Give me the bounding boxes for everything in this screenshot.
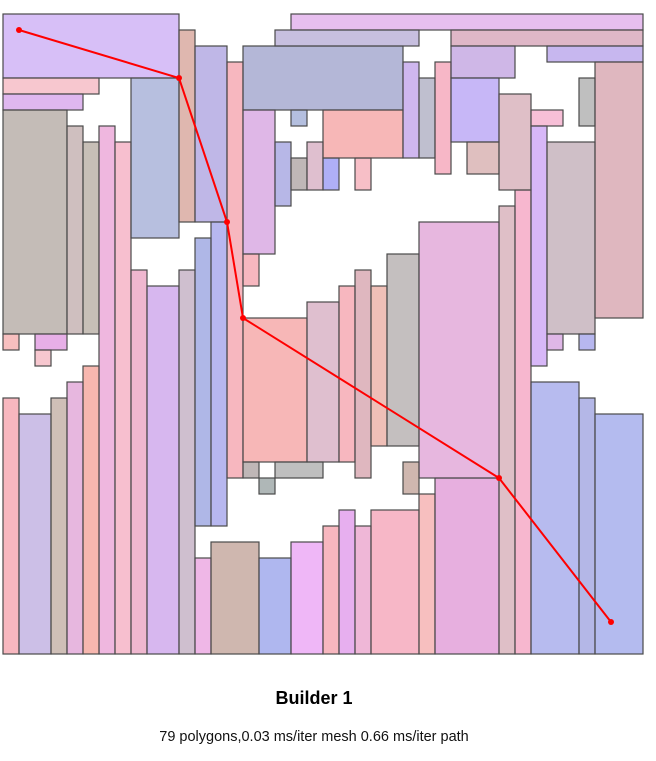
mesh-polygon	[546, 141, 596, 335]
path-start-point	[16, 27, 22, 33]
mesh-polygon	[2, 13, 180, 79]
mesh-polygon	[258, 477, 276, 495]
mesh-polygon	[354, 269, 372, 479]
mesh-polygon	[418, 221, 500, 479]
mesh-polygon	[210, 221, 228, 527]
mesh-polygon	[530, 109, 564, 127]
mesh-polygon	[274, 29, 420, 47]
mesh-polygon	[594, 413, 644, 655]
mesh-polygon	[178, 29, 196, 223]
mesh-polygon	[322, 109, 404, 159]
mesh-polygon	[242, 317, 308, 463]
path-waypoint	[176, 75, 182, 81]
mesh-polygon	[306, 141, 324, 191]
mesh-polygon	[82, 141, 100, 335]
mesh-polygon	[578, 333, 596, 351]
mesh-polygon	[290, 109, 308, 127]
mesh-polygon	[242, 253, 260, 287]
mesh-polygon	[18, 413, 52, 655]
mesh-polygon	[2, 109, 68, 335]
path-end-point	[608, 619, 614, 625]
mesh-polygon	[306, 301, 340, 463]
mesh-polygon	[418, 77, 436, 159]
mesh-polygon	[2, 93, 84, 111]
builder-title: Builder 1	[275, 688, 353, 708]
mesh-polygon	[82, 365, 100, 655]
navmesh-canvas	[2, 13, 644, 655]
polygon-layer	[2, 13, 644, 655]
mesh-polygon	[34, 349, 52, 367]
mesh-polygon	[402, 61, 420, 159]
mesh-polygon	[66, 125, 84, 335]
mesh-polygon	[322, 525, 340, 655]
path-layer	[16, 27, 614, 625]
mesh-polygon	[354, 157, 372, 191]
mesh-polygon	[418, 493, 436, 655]
mesh-polygon	[290, 157, 308, 191]
mesh-polygon	[498, 205, 516, 655]
mesh-polygon	[194, 237, 212, 527]
path-line	[18, 29, 612, 623]
mesh-polygon	[210, 541, 260, 655]
mesh-polygon	[66, 381, 84, 655]
mesh-polygon	[594, 61, 644, 319]
mesh-polygon	[130, 77, 180, 239]
mesh-polygon	[578, 77, 596, 127]
mesh-polygon	[146, 285, 180, 655]
mesh-polygon	[514, 189, 532, 655]
path-waypoint	[224, 219, 230, 225]
path-waypoint	[240, 315, 246, 321]
mesh-polygon	[434, 477, 500, 655]
mesh-polygon	[194, 557, 212, 655]
path-waypoint	[496, 475, 502, 481]
performance-stats: 79 polygons,0.03 ms/iter mesh 0.66 ms/it…	[159, 729, 469, 745]
mesh-polygon	[242, 461, 260, 479]
mesh-polygon	[258, 557, 292, 655]
mesh-polygon	[530, 125, 548, 367]
mesh-polygon	[2, 397, 20, 655]
mesh-polygon	[2, 77, 100, 95]
mesh-polygon	[450, 77, 500, 143]
mesh-polygon	[354, 525, 372, 655]
mesh-polygon	[242, 45, 404, 111]
mesh-polygon	[274, 141, 292, 207]
mesh-polygon	[450, 45, 516, 79]
mesh-polygon	[450, 29, 644, 47]
mesh-polygon	[274, 461, 324, 479]
mesh-polygon	[370, 509, 420, 655]
mesh-polygon	[178, 269, 196, 655]
mesh-polygon	[50, 397, 68, 655]
mesh-polygon	[434, 61, 452, 175]
mesh-polygon	[322, 157, 340, 191]
mesh-polygon	[402, 461, 420, 495]
mesh-polygon	[386, 253, 420, 447]
mesh-polygon	[466, 141, 500, 175]
mesh-polygon	[130, 269, 148, 655]
mesh-polygon	[2, 333, 20, 351]
mesh-polygon	[338, 285, 356, 463]
mesh-polygon	[114, 141, 132, 655]
mesh-polygon	[194, 45, 228, 223]
mesh-polygon	[338, 509, 356, 655]
mesh-polygon	[498, 93, 532, 191]
mesh-polygon	[34, 333, 68, 351]
mesh-polygon	[370, 285, 388, 447]
mesh-polygon	[546, 45, 644, 63]
mesh-polygon	[578, 397, 596, 655]
mesh-polygon	[290, 541, 324, 655]
mesh-polygon	[290, 13, 644, 31]
mesh-polygon	[530, 381, 580, 655]
mesh-polygon	[546, 333, 564, 351]
mesh-polygon	[242, 109, 276, 255]
mesh-polygon	[98, 125, 116, 655]
